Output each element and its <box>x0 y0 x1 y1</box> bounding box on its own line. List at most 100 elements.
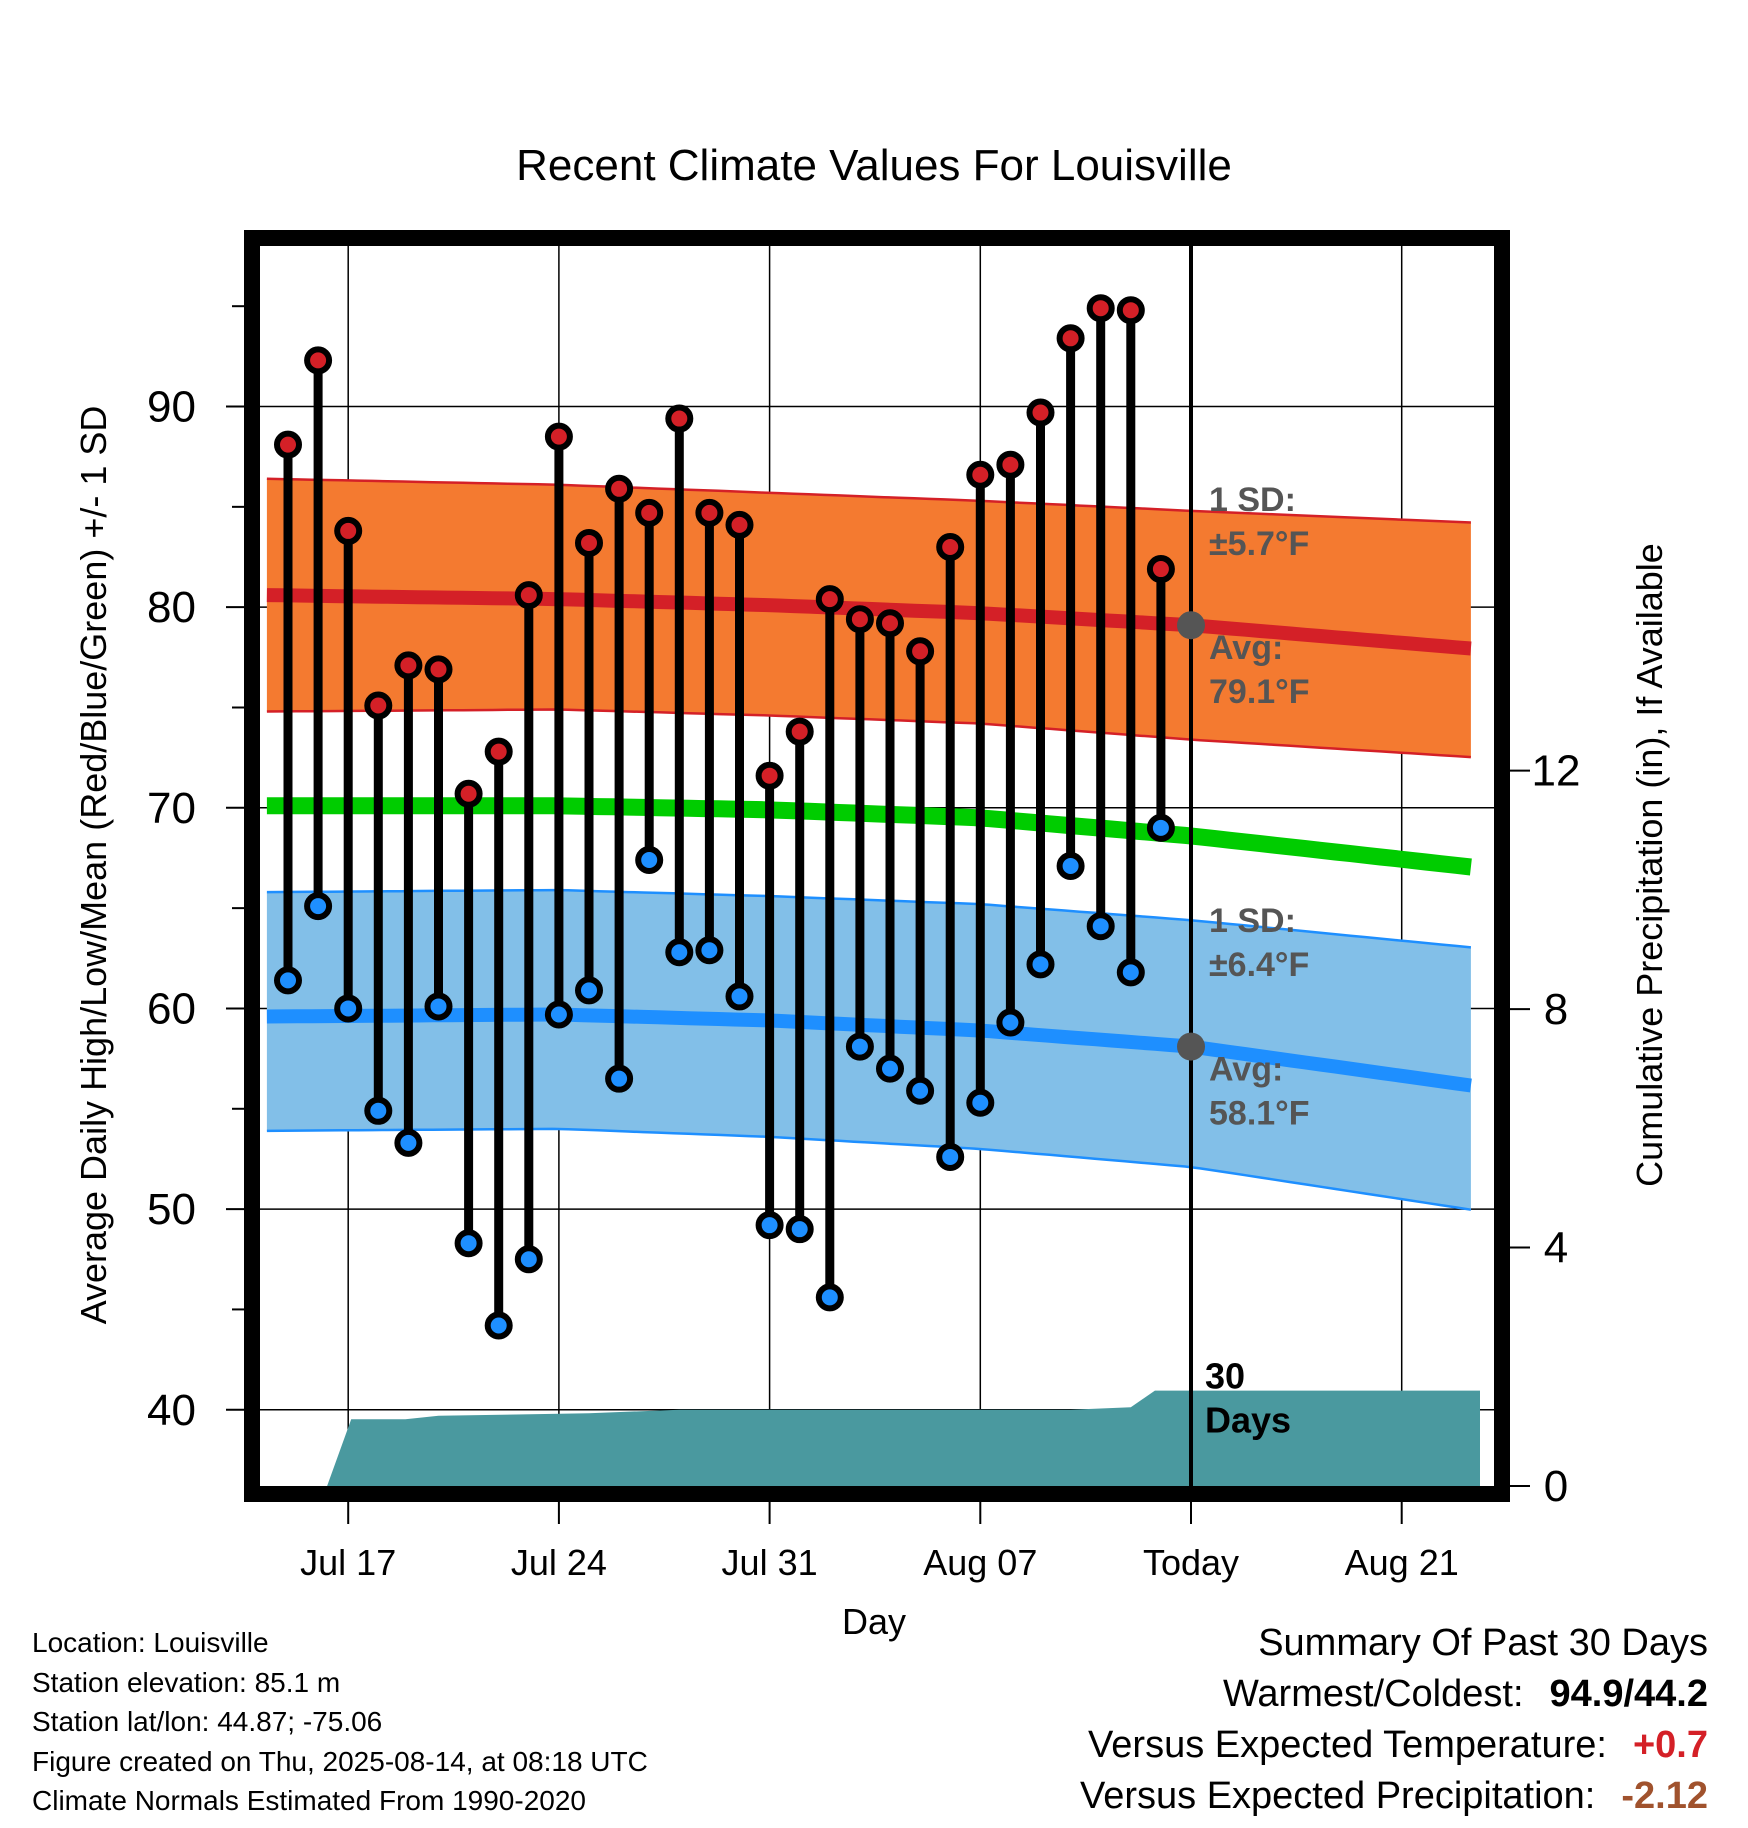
daily-low-point <box>785 1215 814 1244</box>
high-avg-label: Avg: <box>1209 629 1283 667</box>
y2-tick-label: 12 <box>1532 747 1581 796</box>
daily-high-point <box>1026 398 1055 427</box>
x-tick-label: Jul 17 <box>300 1542 396 1583</box>
daily-high-point <box>936 532 965 561</box>
low-avg-value: 58.1°F <box>1209 1095 1310 1133</box>
daily-high-point <box>1086 294 1115 323</box>
station-info: Location: Louisville Station elevation: … <box>32 1623 648 1821</box>
high-sd-value: ±5.7°F <box>1209 525 1309 563</box>
daily-low-point <box>1026 950 1055 979</box>
daily-high-point <box>394 651 423 680</box>
daily-high-point <box>484 737 513 766</box>
daily-high-point <box>695 498 724 527</box>
warm-cold-value: 94.9/44.2 <box>1549 1673 1708 1715</box>
daily-low-point <box>1056 852 1085 880</box>
high-band-upper-edge <box>266 477 1471 524</box>
daily-low-point <box>424 992 453 1021</box>
summary-heading: Summary Of Past 30 Days <box>1258 1622 1708 1664</box>
low-sd-label: 1 SD: <box>1209 902 1296 940</box>
daily-high-point <box>755 761 784 790</box>
daily-low-point <box>1116 958 1145 987</box>
period-unit: Days <box>1205 1400 1291 1441</box>
x-tick-label: Jul 24 <box>511 1542 607 1583</box>
y-tick-label: 90 <box>147 383 196 432</box>
daily-high-point <box>1056 324 1085 353</box>
y2-tick-label: 8 <box>1544 985 1568 1034</box>
y2-tick-label: 0 <box>1544 1462 1568 1511</box>
x-tick-label: Aug 07 <box>923 1542 1037 1583</box>
high-sd-label: 1 SD: <box>1209 481 1296 519</box>
y-tick-label: 60 <box>147 984 196 1033</box>
summary-temp: Versus Expected Temperature: +0.7 <box>1080 1720 1708 1771</box>
high-band-lower-edge <box>266 708 1471 759</box>
daily-low-point <box>876 1054 904 1083</box>
x-tick-label: Jul 31 <box>722 1542 818 1583</box>
y-tick-label: 70 <box>147 784 196 833</box>
daily-low-point <box>334 994 363 1023</box>
daily-high-point <box>725 510 754 539</box>
daily-low-point <box>755 1211 784 1240</box>
location-text: Location: Louisville <box>32 1627 269 1658</box>
daily-high-point <box>966 460 995 489</box>
summary-warm-cold: Warmest/Coldest: 94.9/44.2 <box>1080 1669 1708 1720</box>
chart-title: Recent Climate Values For Louisville <box>516 141 1232 190</box>
avg-mean-line <box>266 797 1472 876</box>
y2-tick-label: 4 <box>1544 1224 1568 1273</box>
daily-high-point <box>996 450 1025 479</box>
daily-high-point <box>274 430 302 459</box>
y-axis-label: Average Daily High/Low/Mean (Red/Blue/Gr… <box>73 406 114 1325</box>
summary-panel: Summary Of Past 30 Days Warmest/Coldest:… <box>1080 1618 1708 1822</box>
daily-low-point <box>665 938 694 967</box>
daily-high-point <box>845 605 874 634</box>
low-avg-label: Avg: <box>1209 1051 1283 1089</box>
high-avg-value: 79.1°F <box>1209 673 1310 711</box>
daily-low-point <box>605 1064 634 1093</box>
y-tick-label: 40 <box>147 1386 196 1435</box>
daily-low-point <box>1086 912 1115 941</box>
precip-label: Versus Expected Precipitation: <box>1079 1775 1596 1817</box>
daily-low-point <box>484 1311 513 1340</box>
latlon-text: Station lat/lon: 44.87; -75.06 <box>32 1706 383 1737</box>
daily-high-point <box>334 516 363 545</box>
daily-high-point <box>304 346 333 375</box>
today-avg-marker <box>1177 611 1205 640</box>
daily-high-point <box>785 717 814 746</box>
daily-high-point <box>665 404 694 433</box>
daily-low-point <box>815 1283 844 1312</box>
daily-high-point <box>364 691 393 720</box>
y2-axis-label: Cumulative Precipitation (in), If Availa… <box>1629 543 1670 1187</box>
warm-cold-label: Warmest/Coldest: <box>1222 1673 1524 1715</box>
daily-low-point <box>454 1229 483 1258</box>
elevation-text: Station elevation: 85.1 m <box>32 1666 341 1698</box>
daily-low-point <box>1146 813 1175 842</box>
daily-low-point <box>514 1245 543 1274</box>
daily-high-point <box>815 585 844 614</box>
daily-high-point <box>1146 555 1175 584</box>
daily-high-point <box>514 581 543 610</box>
temp-label: Versus Expected Temperature: <box>1088 1724 1607 1766</box>
daily-low-point <box>544 1000 573 1029</box>
normals-text: Climate Normals Estimated From 1990-2020 <box>32 1785 586 1816</box>
precip-value: -2.12 <box>1621 1775 1708 1817</box>
daily-low-point <box>304 892 333 921</box>
daily-low-point <box>996 1008 1025 1037</box>
x-axis-label: Day <box>842 1601 906 1642</box>
today-avg-marker <box>1177 1032 1205 1061</box>
daily-high-point <box>424 655 453 684</box>
plot-area <box>260 246 1494 1486</box>
daily-high-point <box>575 528 603 557</box>
daily-low-point <box>274 966 302 995</box>
daily-low-point <box>725 982 754 1011</box>
x-tick-label: Aug 21 <box>1345 1542 1459 1583</box>
daily-high-point <box>906 637 935 666</box>
y-tick-label: 50 <box>147 1185 196 1234</box>
daily-high-point <box>605 474 634 503</box>
summary-precip: Versus Expected Precipitation: -2.12 <box>1080 1771 1708 1822</box>
daily-high-point <box>1116 296 1145 325</box>
precipitation-area <box>327 1390 1481 1486</box>
daily-high-point <box>454 779 483 808</box>
daily-low-point <box>936 1142 965 1171</box>
daily-high-point <box>544 422 573 451</box>
plot-frame <box>244 230 1510 1502</box>
